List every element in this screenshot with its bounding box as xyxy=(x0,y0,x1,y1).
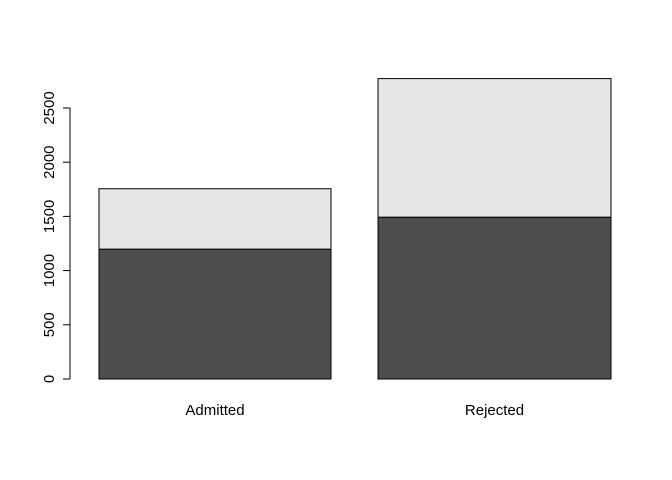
bar-segment xyxy=(377,216,612,380)
y-tick-label: 1000 xyxy=(41,254,58,287)
x-tick-label: Rejected xyxy=(465,402,524,419)
y-tick-label: 500 xyxy=(41,312,58,337)
y-tick-label: 2500 xyxy=(41,91,58,124)
y-tick-label: 1500 xyxy=(41,200,58,233)
x-tick-label: Admitted xyxy=(185,402,244,419)
y-tick-label: 2000 xyxy=(41,145,58,178)
bar-segment xyxy=(377,78,612,218)
y-tick-label: 0 xyxy=(41,375,58,383)
bar-segment xyxy=(98,248,332,380)
bar-segment xyxy=(98,188,332,250)
